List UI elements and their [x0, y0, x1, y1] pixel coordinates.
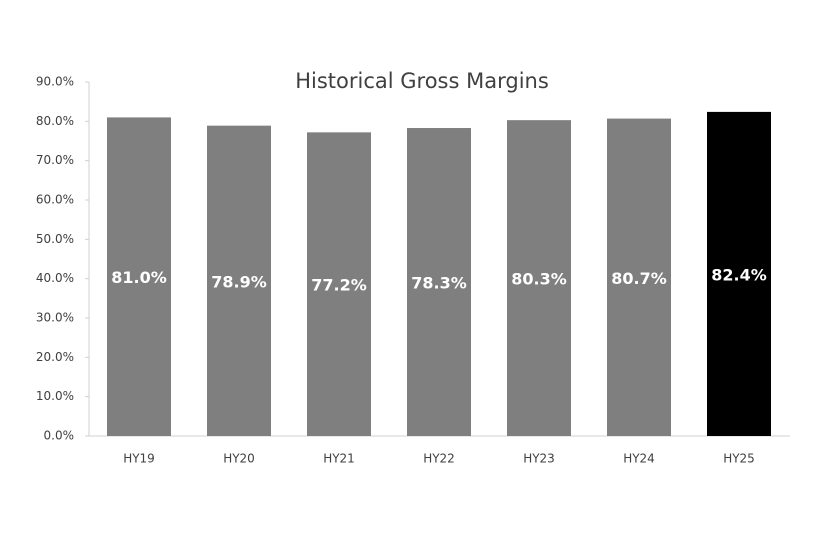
- value-label: 80.7%: [611, 269, 667, 288]
- y-tick-label: 70.0%: [36, 153, 74, 167]
- y-tick-label: 90.0%: [36, 75, 74, 89]
- x-tick-label: HY21: [323, 452, 355, 466]
- bar: [207, 125, 271, 436]
- bar: [607, 118, 671, 436]
- value-label: 78.9%: [211, 272, 267, 291]
- y-tick-label: 50.0%: [36, 232, 74, 246]
- bar: [507, 120, 571, 437]
- y-tick-label: 40.0%: [36, 271, 74, 285]
- value-label: 77.2%: [311, 276, 367, 295]
- bar: [707, 111, 771, 436]
- x-tick-label: HY20: [223, 452, 255, 466]
- x-tick-label: HY25: [723, 452, 755, 466]
- y-tick-label: 10.0%: [36, 389, 74, 403]
- bar: [307, 132, 371, 436]
- y-tick-label: 30.0%: [36, 311, 74, 325]
- value-label: 78.3%: [411, 274, 467, 293]
- x-tick-label: HY23: [523, 452, 555, 466]
- x-tick-label: HY24: [623, 452, 655, 466]
- x-tick-label: HY22: [423, 452, 455, 466]
- chart-title: Historical Gross Margins: [295, 69, 549, 93]
- value-label: 82.4%: [711, 265, 767, 284]
- value-label: 81.0%: [111, 268, 167, 287]
- y-tick-label: 0.0%: [44, 429, 75, 443]
- bar: [107, 117, 171, 437]
- y-tick-label: 80.0%: [36, 114, 74, 128]
- bar: [407, 128, 471, 436]
- y-tick-label: 20.0%: [36, 350, 74, 364]
- x-tick-label: HY19: [123, 452, 155, 466]
- y-tick-label: 60.0%: [36, 193, 74, 207]
- value-label: 80.3%: [511, 270, 567, 289]
